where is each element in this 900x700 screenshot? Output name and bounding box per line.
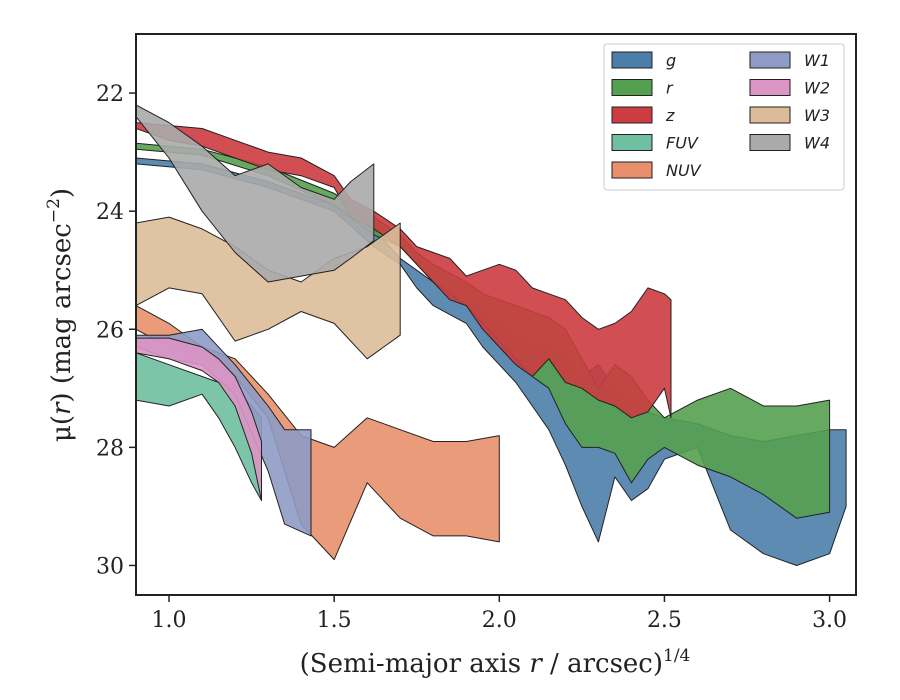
area-series-layer (136, 104, 847, 566)
y-tick-label: 26 (96, 318, 124, 343)
plot-frame (135, 33, 857, 596)
y-tick-label: 24 (96, 200, 124, 225)
legend-swatch (749, 51, 791, 69)
y-tick-label: 28 (96, 436, 124, 461)
legend-label: z (665, 106, 675, 125)
y-axis: 22 24 26 28 30 (96, 82, 136, 579)
legend-label: W4 (804, 134, 830, 153)
legend-item-w3: W3 (749, 106, 830, 125)
legend-swatch (611, 51, 653, 69)
x-axis-label: (Semi-major axis r / arcsec)1/4 (300, 646, 691, 679)
legend-label: g (666, 51, 676, 70)
legend-swatch (749, 134, 791, 151)
legend-label: r (666, 79, 674, 98)
area-w4 (136, 104, 375, 283)
x-tick-label: 3.0 (812, 608, 847, 633)
legend-item-w1: W1 (749, 51, 830, 70)
legend-swatch (749, 79, 791, 96)
legend-swatch (611, 79, 653, 96)
legend-item-w4: W4 (749, 134, 830, 153)
y-axis-label: μ(r) (mag arcsec−2) (44, 188, 77, 442)
x-axis: 1.0 1.5 2.0 2.5 3.0 (152, 595, 847, 633)
legend-item-z: z (611, 106, 675, 125)
legend-swatch (611, 161, 653, 179)
legend-label: W3 (804, 106, 830, 125)
legend-swatch (749, 106, 791, 124)
legend-label: FUV (666, 134, 699, 153)
x-tick-label: 2.0 (482, 608, 517, 633)
x-tick-label: 1.0 (152, 608, 187, 633)
legend-label: W2 (804, 79, 830, 98)
legend-item-w2: W2 (749, 79, 830, 98)
x-tick-label: 2.5 (647, 608, 682, 633)
y-tick-label: 30 (96, 554, 124, 579)
legend-swatch (611, 106, 653, 124)
legend-label: NUV (666, 161, 702, 180)
legend: grz FUV NUV W1 W2 W3 W4 (603, 43, 845, 191)
legend-item-nuv: NUV (611, 161, 702, 180)
legend-item-fuv: FUV (611, 134, 699, 153)
legend-label: W1 (804, 51, 830, 70)
legend-item-r: r (611, 79, 674, 98)
area-w2 (136, 337, 262, 501)
area-w1 (136, 328, 312, 537)
x-tick-label: 1.5 (317, 608, 352, 633)
legend-item-g: g (611, 51, 676, 70)
legend-swatch (611, 134, 653, 151)
y-tick-label: 22 (96, 82, 124, 107)
